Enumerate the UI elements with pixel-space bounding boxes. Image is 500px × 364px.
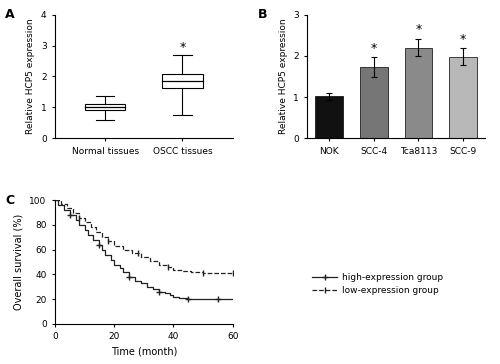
Bar xyxy=(404,48,432,138)
Bar xyxy=(85,104,126,110)
Bar xyxy=(360,67,388,138)
Legend: high-expression group, low-expression group: high-expression group, low-expression gr… xyxy=(308,269,446,299)
Y-axis label: Relative HCP5 expression: Relative HCP5 expression xyxy=(26,19,36,134)
Bar xyxy=(162,74,202,88)
Bar xyxy=(316,96,343,138)
Y-axis label: Relative HCP5 expression: Relative HCP5 expression xyxy=(278,19,287,134)
Text: *: * xyxy=(460,32,466,46)
Bar xyxy=(450,57,477,138)
Text: *: * xyxy=(370,41,377,55)
X-axis label: Time (month): Time (month) xyxy=(110,347,177,357)
Y-axis label: Overall survival (%): Overall survival (%) xyxy=(14,214,24,310)
Text: *: * xyxy=(416,23,422,36)
Text: *: * xyxy=(180,40,186,54)
Text: A: A xyxy=(5,8,15,21)
Text: C: C xyxy=(5,194,15,207)
Text: B: B xyxy=(258,8,267,21)
